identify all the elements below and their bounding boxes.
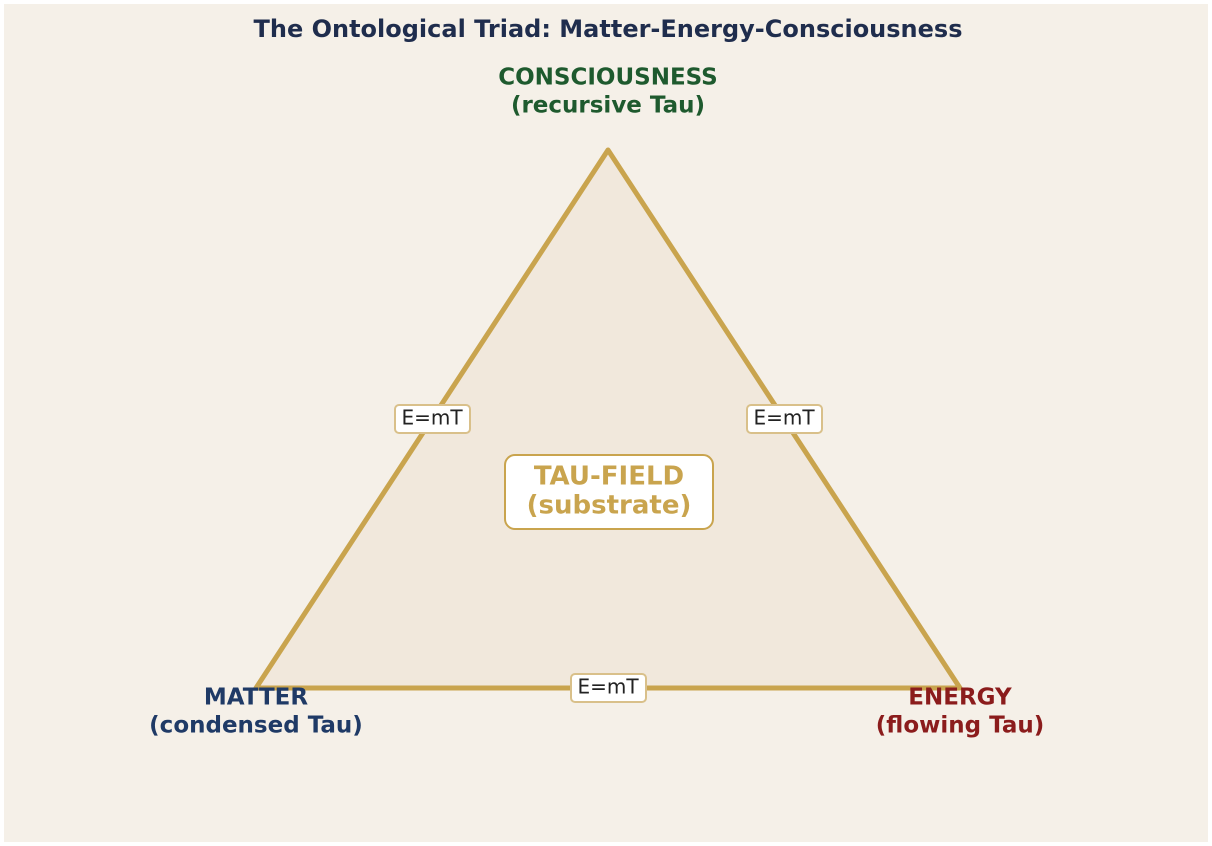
node-sublabel: (recursive Tau) [511,93,705,119]
node-label: MATTER [204,685,309,711]
node-label: ENERGY [908,685,1012,711]
center-box [504,454,714,530]
center-sublabel: (substrate) [527,491,692,521]
edge-box [746,404,823,434]
edge-label: E=mT [753,406,815,430]
edge-label: E=mT [577,675,639,699]
edge-box [570,673,647,703]
title: The Ontological Triad: Matter-Energy-Con… [254,15,963,43]
node-sublabel: (condensed Tau) [149,713,363,739]
edge-box [394,404,471,434]
node-label: CONSCIOUSNESS [498,65,718,91]
center-label: TAU-FIELD [534,462,684,492]
edge-label: E=mT [401,406,463,430]
node-sublabel: (flowing Tau) [876,713,1044,739]
